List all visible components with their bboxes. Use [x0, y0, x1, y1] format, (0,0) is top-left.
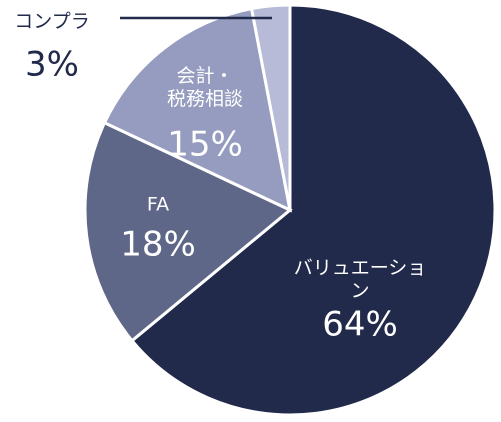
slice-label: バリュエーション: [293, 257, 427, 302]
slice-value: 18%: [120, 224, 196, 265]
pie-slice: [249, 3, 292, 211]
pie-slice: [129, 3, 497, 417]
slice-value: 3%: [25, 44, 79, 85]
slice-label: FA: [146, 193, 170, 216]
slice-value: 64%: [322, 304, 398, 345]
pie-slice: [102, 6, 293, 213]
slice-label: 会計・ 税務相談: [166, 65, 244, 110]
slice-label: コンプラ: [14, 10, 90, 33]
slice-value: 15%: [167, 124, 243, 165]
pie-slice: [83, 120, 293, 343]
